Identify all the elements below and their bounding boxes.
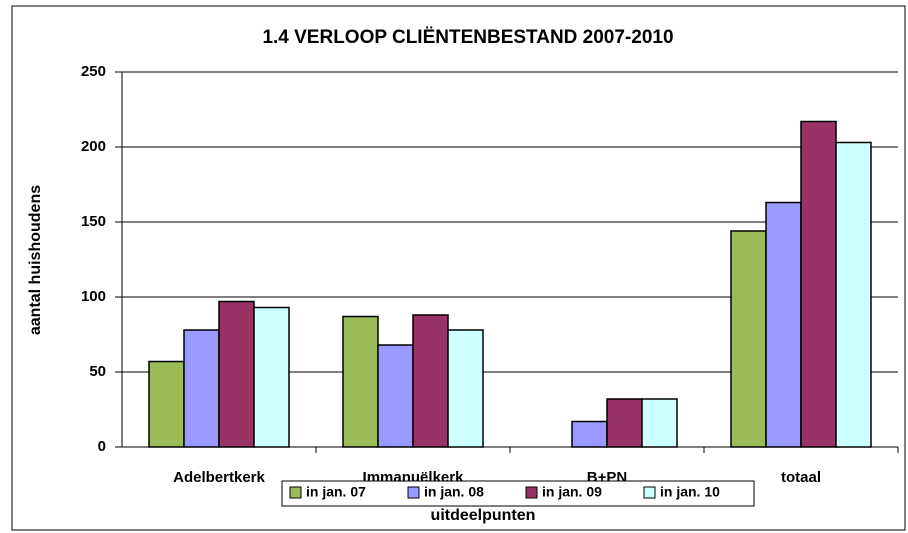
bar (641, 398, 678, 448)
legend-swatch (289, 486, 302, 499)
y-tick-label: 250 (81, 63, 106, 80)
legend-label: in jan. 09 (542, 484, 602, 500)
chart-title: 1.4 VERLOOP CLIËNTENBESTAND 2007-2010 (262, 27, 673, 48)
y-tick-label: 0 (98, 438, 106, 455)
bar (800, 120, 837, 448)
bar (835, 141, 872, 448)
bar (342, 315, 379, 448)
legend-swatch (407, 486, 420, 499)
legend-label: in jan. 07 (306, 484, 366, 500)
x-tick-label: Adelbertkerk (173, 469, 265, 486)
legend-label: in jan. 10 (660, 484, 720, 500)
x-tick-label: totaal (781, 469, 821, 486)
bar (218, 300, 255, 448)
bar (253, 306, 290, 448)
legend-box (281, 480, 755, 507)
bar (412, 314, 449, 448)
y-axis-label: aantal huishoudens (27, 185, 44, 335)
bar (148, 360, 185, 448)
bar (447, 329, 484, 448)
bar (377, 344, 414, 448)
y-tick-label: 200 (81, 138, 106, 155)
bar (765, 201, 802, 448)
bar (183, 329, 220, 448)
y-tick-label: 100 (81, 288, 106, 305)
y-tick-label: 50 (89, 363, 106, 380)
y-tick-label: 150 (81, 213, 106, 230)
legend-label: in jan. 08 (424, 484, 484, 500)
bar (730, 230, 767, 448)
legend-swatch (643, 486, 656, 499)
bar (571, 420, 608, 448)
chart-border (11, 5, 906, 531)
legend-swatch (525, 486, 538, 499)
x-axis-label: uitdeelpunten (431, 507, 536, 524)
bar (606, 398, 643, 448)
